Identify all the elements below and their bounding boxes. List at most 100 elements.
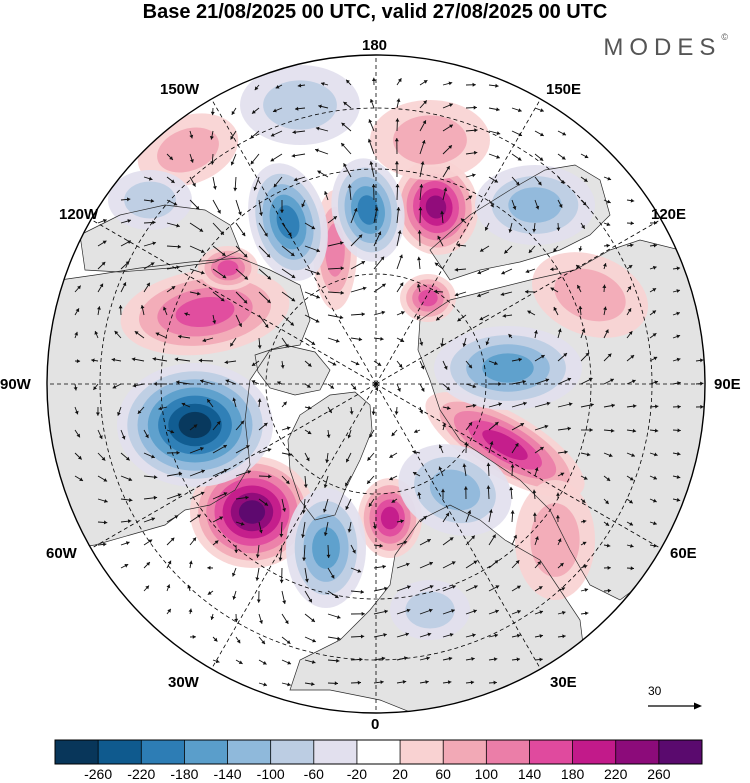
wind-arrow: [350, 360, 360, 366]
wind-arrow: [580, 199, 587, 206]
wind-arrow: [251, 107, 260, 114]
wind-arrow: [277, 381, 283, 385]
wind-arrow: [199, 379, 214, 385]
meridian-60: [375, 383, 662, 549]
wind-arrow: [257, 398, 262, 408]
wind-arrow: [649, 404, 659, 409]
wind-arrow: [442, 656, 453, 661]
wind-arrow: [97, 452, 106, 461]
wind-arrow: [281, 337, 289, 348]
wind-arrow: [442, 423, 446, 431]
wind-arrow: [412, 471, 421, 477]
wind-arrow: [350, 312, 365, 317]
wind-arrow: [212, 314, 217, 324]
wind-arrow: [155, 332, 168, 339]
wind-arrow: [97, 429, 103, 440]
wind-arrow: [118, 305, 123, 316]
wind-arrow: [437, 235, 444, 247]
wind-arrow: [396, 540, 408, 546]
wind-arrow: [153, 381, 168, 386]
wind-arrow: [255, 544, 260, 558]
wind-arrow: [189, 514, 202, 523]
wind-arrow: [580, 403, 594, 408]
wind-arrow: [556, 492, 560, 499]
wind-arrow: [95, 406, 100, 416]
lon-label-60e: 60E: [670, 545, 697, 562]
wind-arrow: [74, 452, 83, 460]
colorbar-swatch: [356, 740, 401, 764]
wind-arrow: [441, 488, 445, 499]
wind-arrow: [511, 442, 519, 454]
wind-arrow: [318, 104, 329, 109]
wind-arrow: [396, 656, 408, 661]
wind-arrow: [672, 289, 681, 293]
wind-arrow: [73, 383, 78, 391]
wind-arrow: [368, 119, 375, 132]
wind-arrow: [340, 142, 352, 155]
wind-arrow: [258, 245, 271, 258]
wind-arrow: [212, 176, 217, 190]
wind-arrow: [166, 285, 176, 293]
wind-arrow: [350, 611, 365, 616]
wind-arrow: [304, 405, 312, 410]
meridian-210: [211, 98, 377, 385]
wind-arrow: [672, 475, 681, 479]
wind-arrow: [323, 498, 329, 513]
wind-arrow: [534, 107, 544, 113]
wind-arrow: [603, 199, 611, 204]
wind-arrow: [465, 560, 478, 569]
wind-arrow: [235, 636, 241, 644]
wind-arrow: [166, 515, 179, 523]
wind-arrow: [341, 122, 352, 132]
wind-arrow: [626, 198, 635, 203]
anomaly-pos-laptev: [400, 274, 456, 322]
colorbar-swatch: [184, 740, 228, 764]
wind-arrow: [442, 124, 454, 132]
wind-arrow: [350, 286, 367, 293]
wind-arrow: [350, 680, 362, 685]
wind-arrow: [626, 475, 634, 481]
wind-arrow: [488, 633, 499, 638]
lon-label-150w: 150W: [160, 81, 200, 98]
wind-arrow: [212, 444, 228, 454]
wind-arrow: [132, 383, 145, 388]
wind-arrow: [166, 537, 175, 546]
wind-arrow: [603, 243, 610, 248]
wind-arrow: [396, 311, 405, 316]
wind-arrow: [189, 491, 205, 500]
anomaly-neg-eastsib: [331, 158, 405, 262]
wind-arrow: [442, 383, 451, 391]
wind-arrow: [345, 498, 352, 510]
wind-arrow: [229, 337, 237, 347]
wind-arrow: [256, 590, 261, 603]
colorbar-tick-label: -180: [170, 766, 199, 782]
wind-arrow: [258, 199, 263, 216]
colorbar-swatch: [529, 740, 573, 764]
wind-arrow: [511, 107, 522, 113]
wind-arrow: [97, 306, 101, 316]
wind-arrow: [253, 176, 260, 191]
wind-arrow: [510, 510, 515, 523]
wind-arrow: [556, 222, 561, 231]
wind-arrow: [603, 222, 611, 227]
wind-arrow: [143, 220, 156, 225]
wind-arrow: [212, 245, 226, 257]
lon-label-90w: 90W: [0, 376, 31, 393]
wind-arrow: [281, 636, 291, 645]
meridian-30: [375, 383, 541, 670]
wind-arrow: [580, 328, 586, 339]
wind-arrow: [454, 291, 467, 297]
wind-arrow: [580, 564, 588, 569]
coastline-greenland: [287, 391, 373, 521]
wind-arrow: [281, 245, 295, 257]
wind-arrow: [369, 98, 375, 109]
wind-arrow: [534, 561, 542, 569]
wind-arrow: [419, 337, 424, 346]
wind-arrow: [350, 207, 358, 224]
anomaly-neg-aleut: [108, 170, 192, 230]
wind-arrow: [212, 492, 228, 500]
wind-arrow: [235, 470, 252, 477]
wind-arrow: [345, 79, 352, 86]
wind-arrow: [534, 153, 544, 162]
lon-label-120w: 120W: [59, 206, 99, 223]
